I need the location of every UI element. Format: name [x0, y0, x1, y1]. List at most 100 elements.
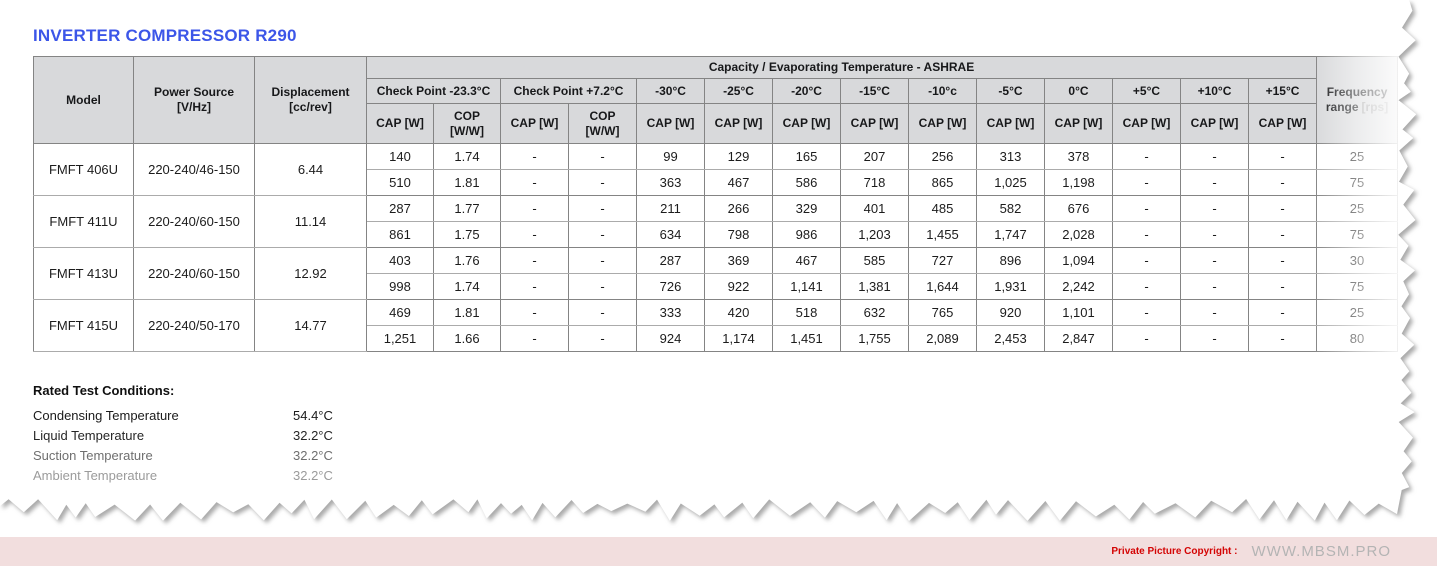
column-header-temp: -20°C [772, 78, 841, 104]
model-cell: FMFT 413U [33, 247, 134, 300]
condition-label: Liquid Temperature [33, 428, 145, 443]
value-cell: 632 [840, 299, 909, 326]
value-cell: - [1112, 273, 1181, 300]
value-cell: 1,455 [908, 221, 977, 248]
column-header-cap: CAP [W] [908, 103, 977, 144]
rated-test-conditions: Rated Test Conditions: Condensing Temper… [33, 383, 1416, 486]
value-cell: 726 [636, 273, 705, 300]
disp-cell: 6.44 [254, 143, 367, 196]
value-cell: 1.74 [433, 273, 501, 300]
value-cell: - [500, 247, 569, 274]
value-cell: - [568, 221, 637, 248]
value-cell: 287 [366, 195, 434, 222]
value-cell: 718 [840, 169, 909, 196]
value-cell: 401 [840, 195, 909, 222]
page-title: INVERTER COMPRESSOR R290 [33, 26, 297, 45]
value-cell: 1,101 [1044, 299, 1113, 326]
column-header-temp: 0°C [1044, 78, 1113, 104]
value-cell: - [1247, 221, 1318, 248]
value-cell: 2,242 [1044, 273, 1113, 300]
column-header-checkpoint-1: Check Point -23.3°C [366, 78, 501, 104]
value-cell: 485 [908, 195, 977, 222]
column-header-cap: CAP [W] [1112, 103, 1181, 144]
value-cell: 469 [366, 299, 434, 326]
value-cell: 467 [704, 169, 773, 196]
column-header-temp: -25°C [704, 78, 773, 104]
torn-paper-shadow: INVERTER COMPRESSOR R290 Model Power Sou… [33, 26, 1417, 486]
frequency-cell: 30 [1316, 247, 1399, 274]
value-cell: 420 [704, 299, 773, 326]
column-header-frequency: Frequency range [rps] [1316, 56, 1399, 144]
frequency-cell: 25 [1316, 143, 1399, 170]
value-cell: 1,747 [976, 221, 1045, 248]
value-cell: 2,089 [908, 325, 977, 352]
value-cell: - [1180, 299, 1249, 326]
column-header-cap: CAP [W] [1044, 103, 1113, 144]
value-cell: 129 [704, 143, 773, 170]
value-cell: - [568, 247, 637, 274]
value-cell: 2,847 [1044, 325, 1113, 352]
value-cell: - [1247, 247, 1318, 274]
value-cell: 1,644 [908, 273, 977, 300]
value-cell: - [500, 325, 569, 352]
value-cell: - [1247, 273, 1318, 300]
table-row: FMFT 413U 220-240/60-150 12.92 403 1.76- -287… [33, 247, 1399, 300]
value-cell: 1,451 [772, 325, 841, 352]
value-cell: 287 [636, 247, 705, 274]
footer-strip: Private Picture Copyright : WWW.MBSM.PRO [0, 537, 1437, 566]
value-cell: 727 [908, 247, 977, 274]
value-cell: 378 [1044, 143, 1113, 170]
column-header-cap: CAP [W] [1180, 103, 1249, 144]
condition-row: Liquid Temperature 32.2°C [33, 426, 1416, 446]
value-cell: - [568, 299, 637, 326]
column-header-cap: CAP [W] [366, 103, 434, 144]
value-cell: - [1112, 169, 1181, 196]
value-cell: - [1180, 247, 1249, 274]
frequency-cell: 75 [1316, 169, 1399, 196]
condition-row: Condensing Temperature 54.4°C [33, 406, 1416, 426]
column-header-cap: CAP [W] [772, 103, 841, 144]
value-cell: - [1247, 299, 1318, 326]
column-header-model: Model [33, 56, 134, 144]
value-cell: 510 [366, 169, 434, 196]
value-cell: - [500, 299, 569, 326]
value-cell: - [1180, 221, 1249, 248]
value-cell: - [500, 169, 569, 196]
condition-value: 32.2°C [293, 428, 333, 443]
value-cell: 467 [772, 247, 841, 274]
value-cell: 518 [772, 299, 841, 326]
value-cell: 582 [976, 195, 1045, 222]
table-row: FMFT 415U 220-240/50-170 14.77 469 1.81- -333… [33, 299, 1399, 352]
compressor-spec-table: Model Power Source [V/Hz] Displacement [… [33, 56, 1399, 352]
column-header-checkpoint-2: Check Point +7.2°C [500, 78, 637, 104]
value-cell: - [1247, 143, 1318, 170]
value-cell: 998 [366, 273, 434, 300]
disp-cell: 12.92 [254, 247, 367, 300]
torn-paper-sheet: INVERTER COMPRESSOR R290 Model Power Sou… [33, 26, 1417, 486]
model-cell: FMFT 406U [33, 143, 134, 196]
value-cell: 1,381 [840, 273, 909, 300]
value-cell: 363 [636, 169, 705, 196]
value-cell: - [500, 195, 569, 222]
disp-cell: 11.14 [254, 195, 367, 248]
value-cell: 266 [704, 195, 773, 222]
column-header-displacement: Displacement [cc/rev] [254, 56, 367, 144]
value-cell: 207 [840, 143, 909, 170]
value-cell: 896 [976, 247, 1045, 274]
value-cell: - [500, 143, 569, 170]
value-cell: 1.81 [433, 169, 501, 196]
value-cell: 986 [772, 221, 841, 248]
value-cell: - [568, 143, 637, 170]
value-cell: 1.81 [433, 299, 501, 326]
value-cell: 1,755 [840, 325, 909, 352]
value-cell: - [500, 273, 569, 300]
value-cell: 585 [840, 247, 909, 274]
value-cell: 211 [636, 195, 705, 222]
value-cell: - [568, 195, 637, 222]
frequency-cell: 25 [1316, 299, 1399, 326]
value-cell: - [1112, 195, 1181, 222]
model-cell: FMFT 415U [33, 299, 134, 352]
column-header-cap: CAP [W] [1247, 103, 1318, 144]
condition-row: Suction Temperature 32.2°C [33, 446, 1416, 466]
